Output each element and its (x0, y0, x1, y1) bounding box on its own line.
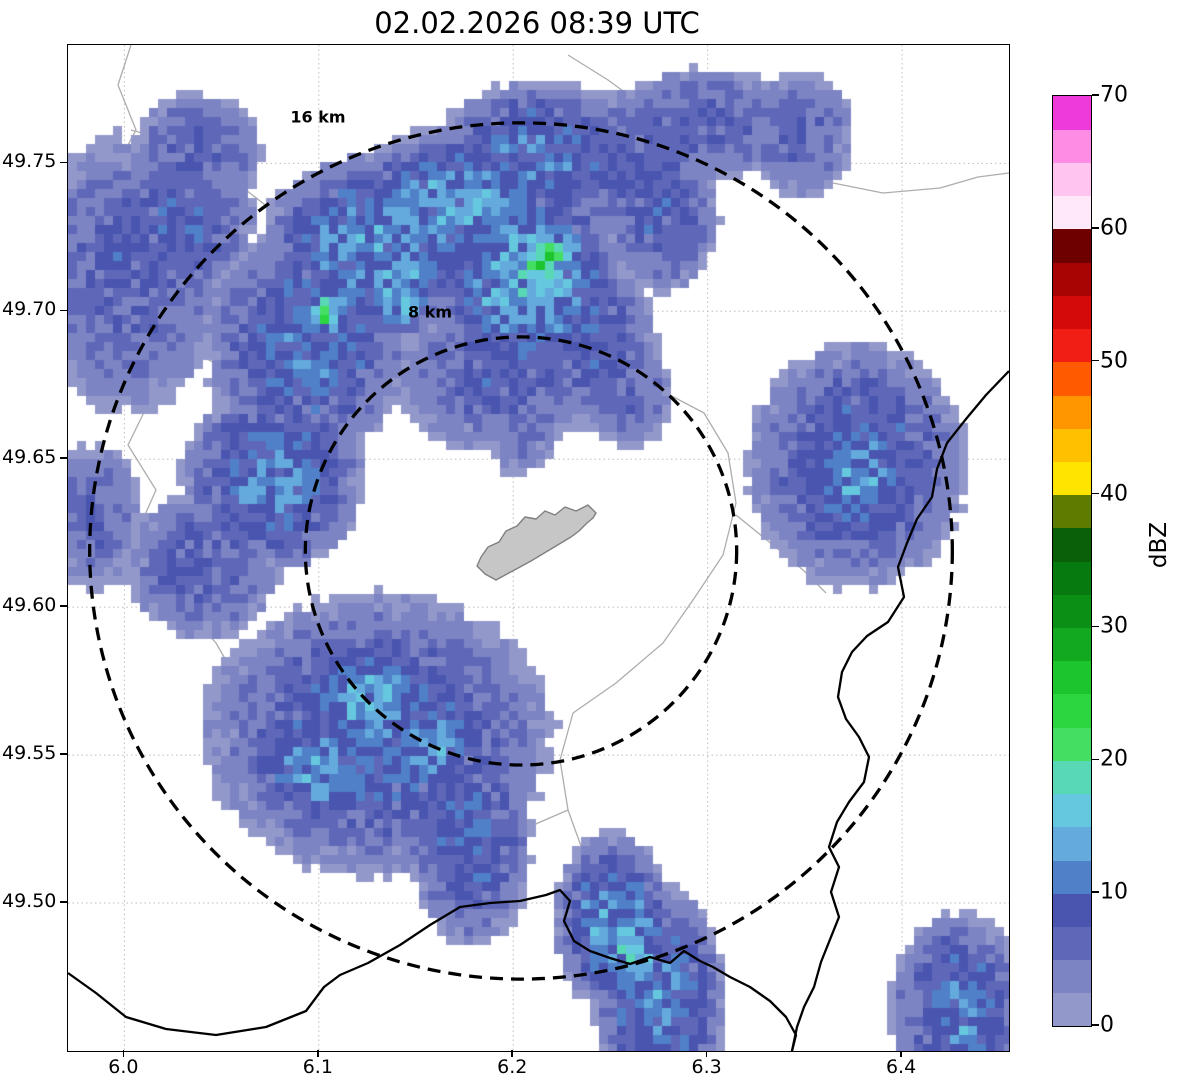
colorbar-segment (1053, 693, 1091, 728)
colorbar-segment (1053, 295, 1091, 330)
y-tick-label: 49.70 (2, 298, 57, 321)
colorbar-segment (1053, 926, 1091, 961)
range-ring-8km (303, 335, 739, 767)
colorbar-tick-label: 50 (1100, 348, 1128, 374)
colorbar-tick-label: 20 (1100, 746, 1128, 772)
colorbar-tick-label: 60 (1100, 215, 1128, 241)
colorbar-segment (1053, 594, 1091, 629)
colorbar-segment (1053, 195, 1091, 230)
colorbar-tick-label: 40 (1100, 481, 1128, 507)
colorbar-tick-mark (1092, 758, 1099, 761)
range-ring-label-8km: 8 km (407, 302, 453, 322)
colorbar-segment (1053, 826, 1091, 861)
colorbar-tick-mark (1092, 891, 1099, 893)
colorbar-segment (1053, 959, 1091, 994)
colorbar-segment (1053, 162, 1091, 197)
overlay-layer (68, 121, 1009, 1051)
range-ring-label-16km: 16 km (290, 107, 346, 127)
colorbar-label: dBZ (1146, 521, 1172, 569)
y-tick-label: 49.50 (2, 890, 57, 913)
colorbar-tick-mark (1092, 625, 1099, 628)
colorbar-segment (1053, 361, 1091, 396)
colorbar-segment (1053, 262, 1091, 296)
x-tick-label: 6.2 (497, 1056, 528, 1078)
y-tick-label: 49.55 (2, 742, 57, 765)
city-outline (476, 504, 597, 581)
x-tick-label: 6.4 (885, 1056, 917, 1078)
x-tick-mark (317, 1050, 319, 1057)
colorbar-tick-mark (1092, 227, 1099, 229)
x-tick-label: 6.1 (302, 1056, 333, 1078)
colorbar-segment (1053, 727, 1091, 761)
range-ring-16km (88, 121, 954, 981)
colorbar-segment (1053, 660, 1091, 695)
colorbar-segment (1053, 627, 1091, 662)
country-border-east (790, 370, 1009, 1051)
colorbar-segment (1053, 859, 1091, 894)
y-tick-label: 49.65 (2, 446, 57, 469)
colorbar-segment (1053, 328, 1091, 363)
x-tick-label: 6.0 (108, 1056, 139, 1078)
y-tick-mark (60, 901, 67, 903)
x-tick-mark (705, 1050, 708, 1057)
y-tick-label: 49.75 (2, 150, 57, 173)
colorbar-tick-mark (1092, 359, 1099, 362)
colorbar-segment (1053, 228, 1091, 263)
colorbar-segment (1053, 992, 1091, 1026)
country-border-south (68, 888, 798, 1051)
map-plot-area: 16 km 8 km (67, 44, 1010, 1052)
colorbar-segment (1053, 394, 1091, 429)
colorbar-segment (1053, 561, 1091, 595)
y-tick-mark (60, 457, 67, 459)
colorbar-tick-mark (1092, 94, 1099, 96)
plot-title: 02.02.2026 08:39 UTC (374, 6, 700, 40)
colorbar-segment (1053, 428, 1091, 462)
colorbar-tick-label: 30 (1100, 613, 1128, 639)
colorbar-segment (1053, 527, 1091, 562)
colorbar-tick-mark (1092, 1024, 1099, 1026)
y-tick-mark (60, 309, 67, 312)
y-tick-mark (60, 605, 67, 607)
colorbar-segment (1053, 793, 1091, 828)
colorbar-segment (1053, 760, 1091, 795)
x-tick-mark (122, 1050, 125, 1057)
y-tick-mark (60, 753, 67, 755)
colorbar-segment (1053, 96, 1091, 130)
x-tick-mark (900, 1050, 902, 1057)
colorbar-segment (1053, 494, 1091, 529)
colorbar-tick-label: 70 (1100, 82, 1128, 108)
colorbar-segment (1053, 129, 1091, 164)
colorbar-tick-label: 0 (1100, 1012, 1114, 1038)
x-tick-label: 6.3 (691, 1056, 722, 1078)
colorbar-tick-mark (1092, 492, 1099, 495)
y-tick-mark (60, 161, 67, 164)
colorbar-segment (1053, 893, 1091, 927)
colorbar (1052, 95, 1092, 1027)
y-tick-label: 49.60 (2, 594, 57, 617)
colorbar-tick-label: 10 (1100, 879, 1128, 905)
colorbar-segment (1053, 461, 1091, 496)
x-tick-mark (511, 1050, 513, 1057)
